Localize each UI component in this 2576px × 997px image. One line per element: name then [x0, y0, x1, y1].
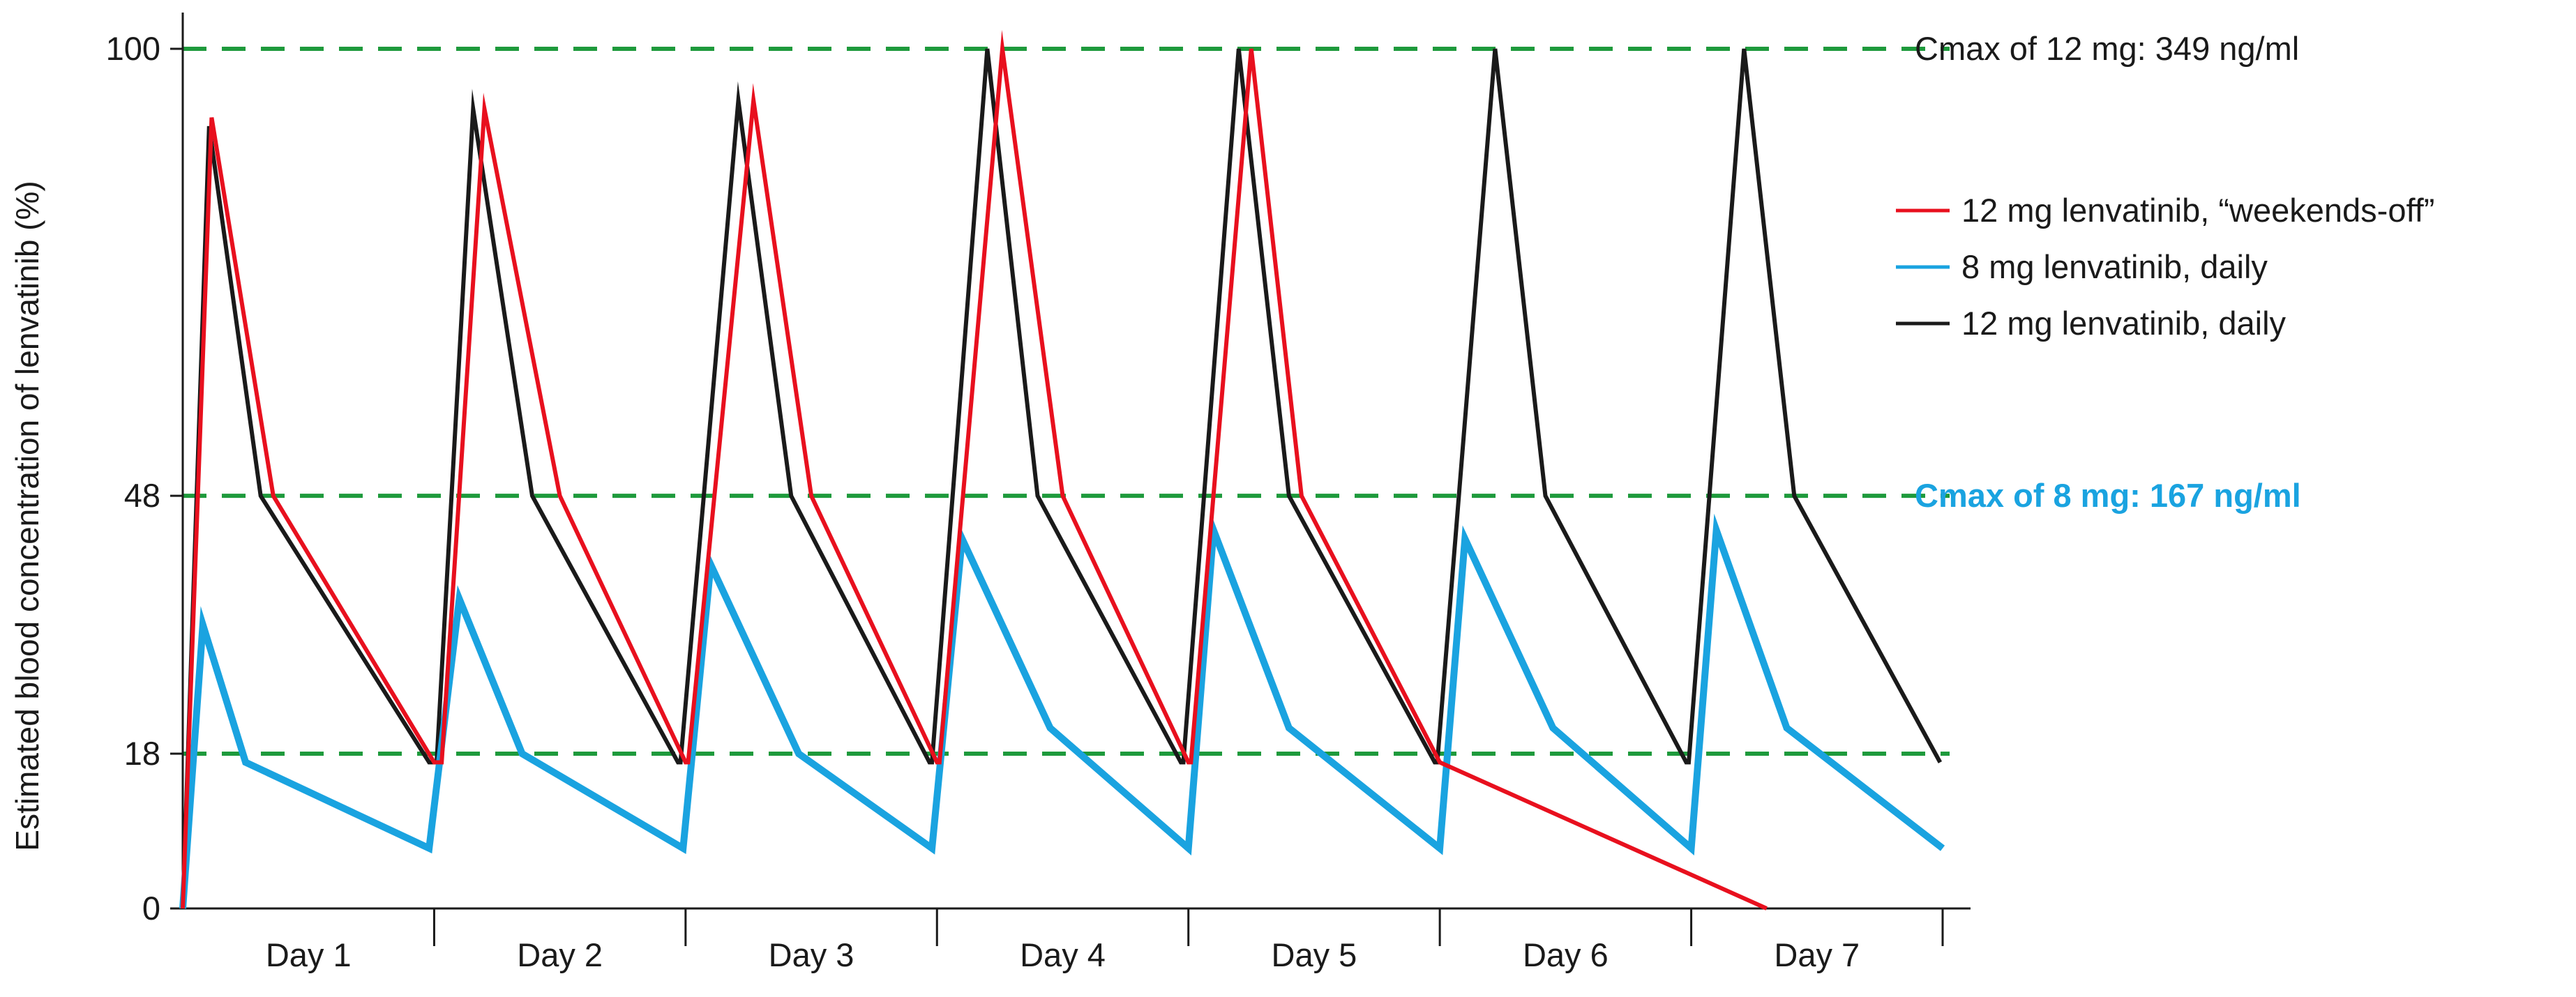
y-tick-label-18: 18	[124, 735, 160, 772]
x-tick-label-day-3: Day 3	[769, 936, 854, 973]
x-tick-label-day-1: Day 1	[266, 936, 352, 973]
x-tick-label-day-4: Day 4	[1020, 936, 1106, 973]
legend-label-2: 12 mg lenvatinib, “weekends-off”	[1961, 192, 2434, 229]
reference-lines: Cmax of 12 mg: 349 ng/ml Cmax of 8 mg: 16…	[183, 30, 2301, 756]
x-tick-label-day-7: Day 7	[1774, 936, 1860, 973]
series-lines	[179, 29, 1945, 911]
y-tick-label-100: 100	[106, 30, 160, 67]
x-tick-label-day-2: Day 2	[517, 936, 603, 973]
y-tick-label-48: 48	[124, 477, 160, 514]
x-tick-label-day-6: Day 6	[1523, 936, 1609, 973]
reference-label-100: Cmax of 12 mg: 349 ng/ml	[1915, 30, 2299, 67]
y-tick-label-0: 0	[142, 890, 160, 927]
reference-label-48: Cmax of 8 mg: 167 ng/ml	[1915, 477, 2301, 514]
legend-label-0: 12 mg lenvatinib, daily	[1961, 305, 2287, 342]
tick-labels: 0 18 48 100 Day 1 Day 2 Day 3 Day 4 Day 5 Day 6 Da…	[106, 30, 1860, 973]
axes	[170, 13, 1971, 946]
x-tick-label-day-5: Day 5	[1272, 936, 1357, 973]
series-line-2	[181, 29, 1768, 911]
y-axis-label: Estimated blood concentration of lenvati…	[9, 181, 45, 851]
legend-label-1: 8 mg lenvatinib, daily	[1961, 248, 2268, 285]
series-line-0	[181, 48, 1943, 909]
legend: 12 mg lenvatinib, “weekends-off” 8 mg le…	[1896, 192, 2434, 342]
